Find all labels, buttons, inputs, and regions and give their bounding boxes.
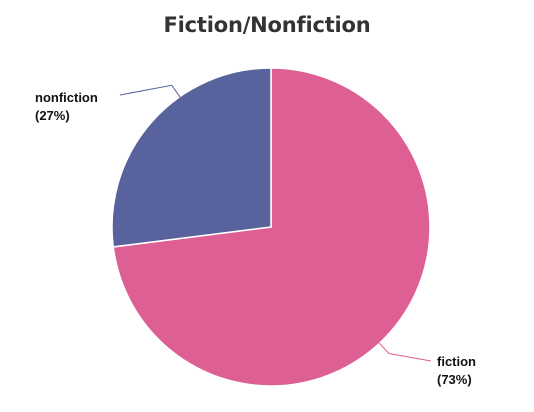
leader-line-fiction (378, 342, 432, 362)
slice-percent-fiction: (73%) (437, 372, 472, 387)
pie-slices (111, 67, 431, 387)
pie-slice-nonfiction (111, 67, 272, 248)
slice-percent-nonfiction: (27%) (35, 108, 70, 123)
slice-label-nonfiction: nonfiction (35, 90, 98, 105)
leader-line-nonfiction (119, 84, 181, 98)
chart-title: Fiction/Nonfiction (163, 13, 371, 37)
slice-labels: fiction (73%) nonfiction (27%) (35, 90, 476, 387)
slice-label-fiction: fiction (437, 354, 476, 369)
leader-lines (119, 84, 432, 362)
